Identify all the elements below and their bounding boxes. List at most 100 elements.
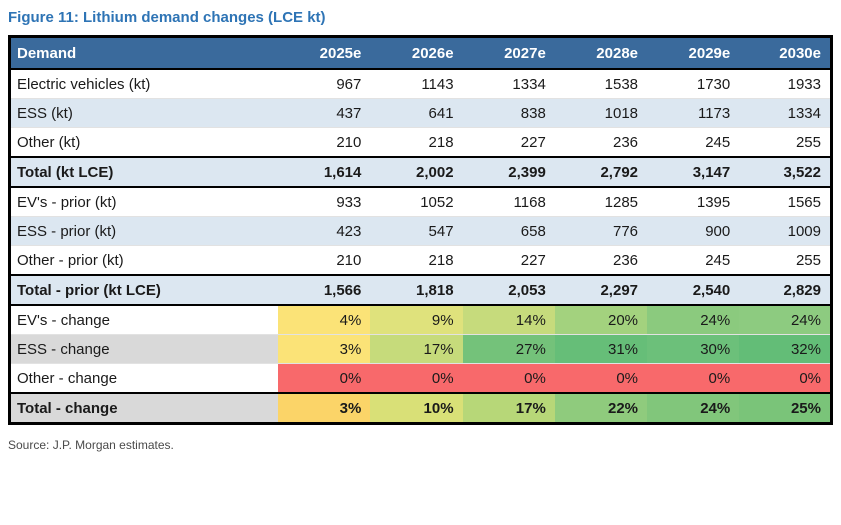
table-row-ev-prior: EV's - prior (kt) 933 1052 1168 1285 139…	[9, 187, 832, 217]
value-cell: 3,147	[647, 157, 740, 187]
change-cell: 24%	[647, 393, 740, 424]
value-cell: 236	[612, 133, 639, 151]
value-cell: 1173	[647, 98, 740, 128]
value-cell: 210	[336, 133, 362, 151]
value-cell: 227	[520, 133, 546, 151]
value-cell: 1168	[513, 193, 546, 211]
value-cell: 236	[612, 251, 639, 269]
table-row-ev: Electric vehicles (kt) 967 1143 1334 153…	[9, 69, 832, 99]
row-label: EV's - prior (kt)	[17, 193, 117, 211]
value-cell: 1334	[512, 75, 546, 93]
row-label: Total - change	[9, 393, 279, 424]
value-cell: 245	[705, 133, 731, 151]
row-label: ESS (kt)	[9, 98, 279, 128]
row-label: Other (kt)	[17, 133, 81, 151]
change-cell: 0%	[370, 363, 463, 393]
value-cell: 423	[278, 216, 371, 246]
value-cell: 2,399	[462, 157, 555, 187]
value-cell: 2,053	[462, 275, 555, 305]
change-cell: 3%	[278, 334, 371, 364]
row-label: Total (kt LCE)	[9, 157, 279, 187]
source-note: Source: J.P. Morgan estimates.	[8, 438, 174, 452]
value-cell: 776	[554, 216, 648, 246]
header-year: 2027e	[462, 36, 555, 69]
change-cell: 3%	[278, 393, 371, 424]
value-cell: 3,522	[739, 157, 832, 187]
value-cell: 218	[428, 251, 454, 269]
value-cell: 1009	[739, 216, 832, 246]
value-cell: 1538	[604, 75, 639, 93]
change-cell: 30%	[647, 334, 740, 364]
change-cell: 14%	[462, 305, 555, 335]
value-cell: 255	[795, 251, 821, 269]
table-row-ess-prior: ESS - prior (kt) 423 547 658 776 900 100…	[9, 216, 832, 246]
change-cell: 0%	[278, 363, 371, 393]
value-cell: 547	[370, 216, 463, 246]
value-cell: 1565	[787, 193, 821, 211]
value-cell: 1,818	[370, 275, 463, 305]
value-cell: 1334	[739, 98, 832, 128]
value-cell: 1933	[787, 75, 821, 93]
header-year: 2029e	[647, 36, 740, 69]
value-cell: 210	[336, 251, 362, 269]
value-cell: 900	[647, 216, 740, 246]
header-year: 2025e	[278, 36, 371, 69]
change-cell: 4%	[278, 305, 371, 335]
change-cell: 0%	[647, 363, 740, 393]
value-cell: 2,002	[370, 157, 463, 187]
row-label: ESS - change	[9, 334, 279, 364]
table-row-ess-change: ESS - change 3% 17% 27% 31% 30% 32%	[9, 334, 832, 364]
change-cell: 27%	[462, 334, 555, 364]
lithium-demand-table: Demand 2025e 2026e 2027e 2028e 2029e 203…	[8, 35, 833, 425]
row-label: Other - prior (kt)	[17, 251, 124, 269]
value-cell: 1052	[420, 193, 454, 211]
table-row-other: Other (kt) 210 218 227 236 245 255	[10, 128, 832, 158]
table-row-total-prior: Total - prior (kt LCE) 1,566 1,818 2,053…	[9, 275, 832, 305]
table-header-row: Demand 2025e 2026e 2027e 2028e 2029e 203…	[9, 36, 832, 69]
header-year: 2028e	[554, 36, 648, 69]
change-cell: 22%	[554, 393, 648, 424]
value-cell: 1395	[696, 193, 731, 211]
table-row-ev-change: EV's - change 4% 9% 14% 20% 24% 24%	[9, 305, 832, 335]
row-label: Total - prior (kt LCE)	[9, 275, 279, 305]
value-cell: 1285	[604, 193, 639, 211]
change-cell: 10%	[370, 393, 463, 424]
value-cell: 658	[462, 216, 555, 246]
value-cell: 641	[370, 98, 463, 128]
value-cell: 1018	[554, 98, 648, 128]
value-cell: 2,540	[647, 275, 740, 305]
table-row-other-change: Other - change 0% 0% 0% 0% 0% 0%	[10, 363, 832, 393]
value-cell: 227	[520, 251, 546, 269]
value-cell: 838	[462, 98, 555, 128]
value-cell: 1,614	[278, 157, 371, 187]
value-cell: 218	[428, 133, 454, 151]
value-cell: 437	[278, 98, 371, 128]
value-cell: 255	[795, 133, 821, 151]
change-cell: 17%	[370, 334, 463, 364]
change-cell: 25%	[739, 393, 832, 424]
row-label: Electric vehicles (kt)	[17, 75, 151, 93]
table-row-total: Total (kt LCE) 1,614 2,002 2,399 2,792 3…	[9, 157, 832, 187]
change-cell: 20%	[554, 305, 648, 335]
change-cell: 9%	[370, 305, 463, 335]
value-cell: 1730	[696, 75, 731, 93]
header-year: 2026e	[370, 36, 463, 69]
change-cell: 24%	[647, 305, 740, 335]
table-row-ess: ESS (kt) 437 641 838 1018 1173 1334	[9, 98, 832, 128]
value-cell: 245	[705, 251, 731, 269]
figure-title: Figure 11: Lithium demand changes (LCE k…	[8, 9, 326, 26]
row-label: EV's - change	[17, 311, 110, 329]
change-cell: 0%	[462, 363, 555, 393]
value-cell: 1,566	[278, 275, 371, 305]
value-cell: 933	[336, 193, 362, 211]
change-cell: 0%	[554, 363, 648, 393]
change-cell: 24%	[739, 305, 832, 335]
value-cell: 2,792	[554, 157, 648, 187]
table-row-total-change: Total - change 3% 10% 17% 22% 24% 25%	[9, 393, 832, 424]
header-demand: Demand	[9, 36, 279, 69]
row-label: Other - change	[17, 369, 118, 387]
change-cell: 31%	[554, 334, 648, 364]
value-cell: 1143	[421, 75, 454, 93]
table-row-other-prior: Other - prior (kt) 210 218 227 236 245 2…	[10, 246, 832, 276]
row-label: ESS - prior (kt)	[9, 216, 279, 246]
